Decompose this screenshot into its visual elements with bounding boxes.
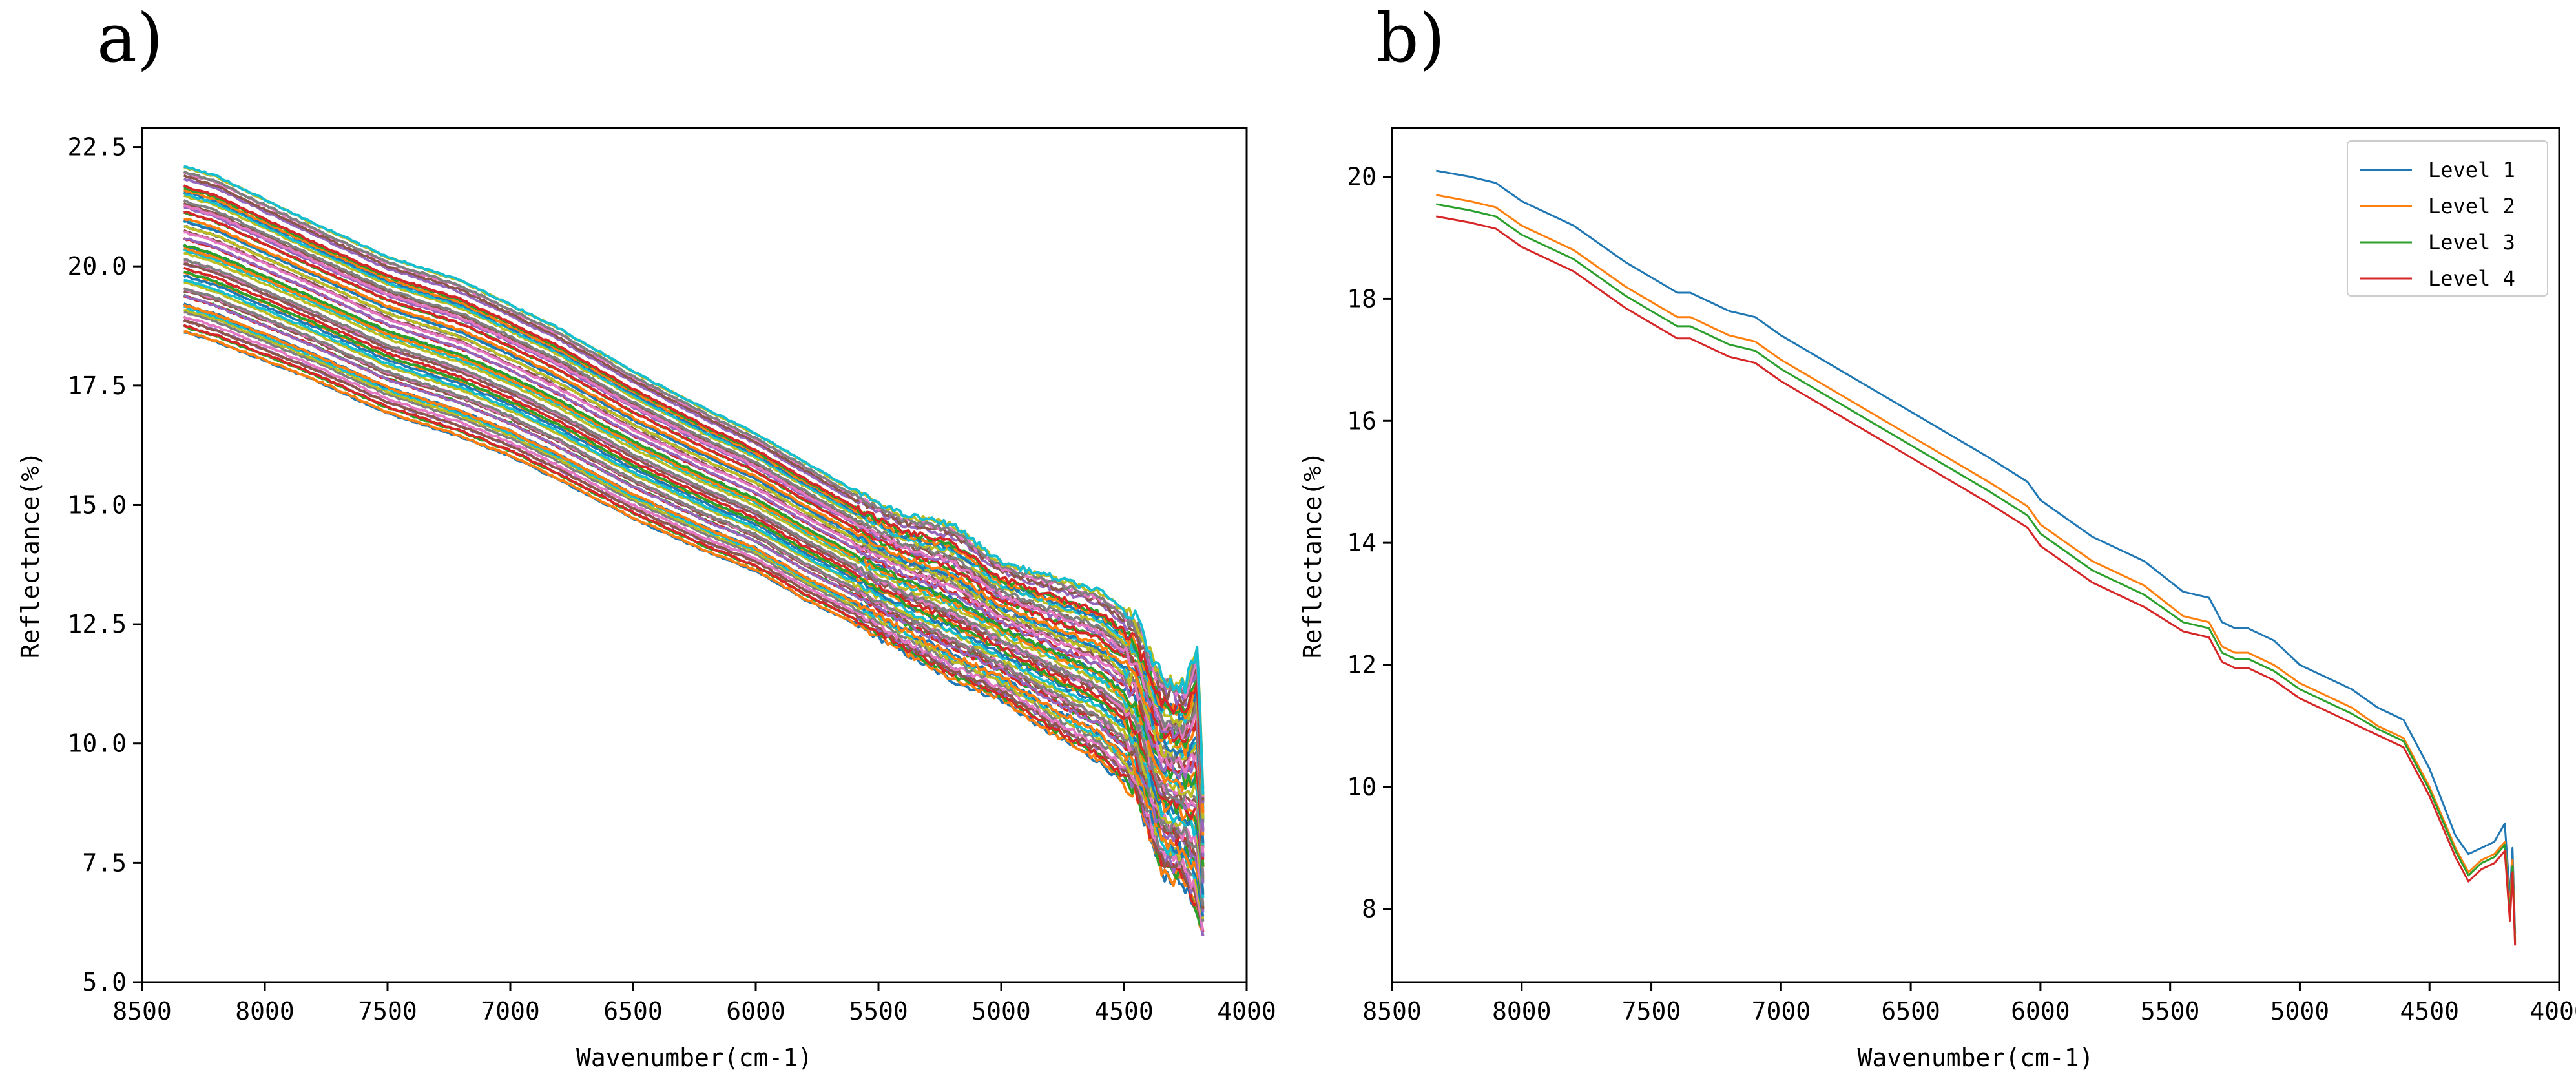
- spectrum-line: [183, 278, 1205, 898]
- spectrum-line: [183, 324, 1205, 932]
- axes-frame: [1391, 127, 2560, 983]
- x-tick-label: 6000: [726, 997, 785, 1025]
- series-line-level-1: [1436, 169, 2517, 934]
- plot-area: [183, 165, 1205, 936]
- y-axis-title: Reflectance(%): [16, 452, 45, 658]
- x-tick-label: 7500: [358, 997, 417, 1025]
- y-tick-label: 18: [1347, 284, 1376, 313]
- x-tick-label: 6000: [2011, 997, 2070, 1025]
- spectrum-line: [183, 170, 1205, 789]
- spectrum-line: [183, 178, 1205, 803]
- y-tick-label: 10: [1347, 773, 1376, 801]
- spectrum-line: [183, 237, 1205, 857]
- x-tick-label: 8000: [235, 997, 295, 1025]
- spectrum-line: [183, 189, 1205, 814]
- legend-label: Level 1: [2428, 158, 2515, 182]
- spectrum-line: [183, 294, 1205, 912]
- spectrum-line: [183, 247, 1205, 868]
- spectrum-line: [183, 330, 1205, 934]
- spectrum-line: [183, 211, 1205, 823]
- y-tick-label: 20: [1347, 163, 1376, 191]
- legend-box: [2347, 140, 2548, 297]
- spectrum-line: [183, 281, 1205, 892]
- legend-label: Level 4: [2428, 266, 2515, 291]
- panel-label: a): [97, 0, 163, 78]
- spectrum-line: [183, 174, 1205, 801]
- spectrum-line: [183, 305, 1205, 913]
- y-tick-label: 7.5: [82, 848, 127, 877]
- x-tick-label: 4500: [1094, 997, 1154, 1025]
- x-tick-label: 6500: [603, 997, 663, 1025]
- x-tick-label: 7000: [481, 997, 540, 1025]
- x-tick-label: 8000: [1492, 997, 1552, 1025]
- y-tick-label: 12: [1347, 651, 1376, 679]
- x-tick-label: 5000: [2270, 997, 2330, 1025]
- y-tick-label: 10.0: [67, 730, 127, 758]
- y-tick-label: 12.5: [67, 610, 127, 638]
- spectrum-line: [183, 236, 1205, 860]
- x-axis-title: Wavenumber(cm-1): [1857, 1044, 2093, 1072]
- x-tick-label: 7000: [1752, 997, 1811, 1025]
- spectrum-line: [183, 199, 1205, 821]
- panel-a: a) 8500 8000 7500 7000 6500 6000 5500 5000 4500 40…: [16, 0, 1276, 1072]
- y-tick-label: 15.0: [67, 490, 127, 519]
- spectrum-line: [183, 243, 1205, 867]
- y-tick-label: 8: [1362, 895, 1376, 923]
- legend-label: Level 2: [2428, 194, 2515, 218]
- y-tick-label: 16: [1347, 406, 1376, 435]
- axes-frame: [141, 127, 1248, 983]
- x-tick-label: 4000: [1217, 997, 1276, 1025]
- y-tick-label: 5.0: [82, 968, 127, 996]
- x-axis-title: Wavenumber(cm-1): [576, 1044, 813, 1072]
- x-tick-label: 4500: [2400, 997, 2459, 1025]
- spectrum-line: [183, 217, 1205, 836]
- x-tick-label: 5500: [2141, 997, 2200, 1025]
- spectrum-line: [183, 251, 1205, 865]
- spectrum-line: [183, 231, 1205, 853]
- plot-area: [1436, 169, 2517, 946]
- spectrum-line: [183, 258, 1205, 879]
- spectrum-line: [183, 204, 1205, 816]
- x-tick-label: 8500: [112, 997, 172, 1025]
- y-tick-label: 22.5: [67, 133, 127, 162]
- series-line-level-3: [1436, 203, 2517, 943]
- spectrum-line: [183, 262, 1205, 877]
- spectrum-line: [183, 191, 1205, 812]
- spectrum-line: [183, 315, 1205, 931]
- spectrum-line: [183, 184, 1205, 799]
- x-tick-label: 4000: [2529, 997, 2576, 1025]
- legend: Level 1 Level 2 Level 3 Level 4: [2347, 140, 2548, 297]
- spectrum-line: [183, 165, 1205, 795]
- x-tick-label: 6500: [1881, 997, 1940, 1025]
- panel-label: b): [1376, 0, 1445, 78]
- series-line-level-4: [1436, 215, 2517, 946]
- spectrum-line: [183, 260, 1205, 876]
- spectrum-line: [183, 210, 1205, 830]
- spectrum-line: [183, 308, 1205, 919]
- y-axis-title: Reflectance(%): [1298, 452, 1327, 658]
- y-tick-label: 20.0: [67, 252, 127, 280]
- y-tick-label: 17.5: [67, 372, 127, 400]
- series-line-level-2: [1436, 194, 2517, 940]
- x-tick-label: 5500: [849, 997, 908, 1025]
- x-tick-label: 8500: [1362, 997, 1422, 1025]
- spectrum-line: [183, 224, 1205, 845]
- x-tick-label: 7500: [1622, 997, 1681, 1025]
- panel-b: b) 8500 8000 7500 7000 6500 6000 5500 5000 4500 40…: [1298, 0, 2576, 1072]
- spectrum-line: [183, 266, 1205, 874]
- spectrum-line: [183, 270, 1205, 882]
- spectrum-line: [183, 304, 1205, 909]
- legend-label: Level 3: [2428, 230, 2515, 255]
- y-tick-label: 14: [1347, 529, 1376, 557]
- x-tick-label: 5000: [971, 997, 1031, 1025]
